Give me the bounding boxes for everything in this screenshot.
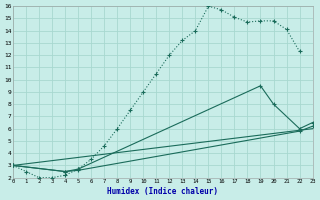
X-axis label: Humidex (Indice chaleur): Humidex (Indice chaleur) <box>107 187 218 196</box>
